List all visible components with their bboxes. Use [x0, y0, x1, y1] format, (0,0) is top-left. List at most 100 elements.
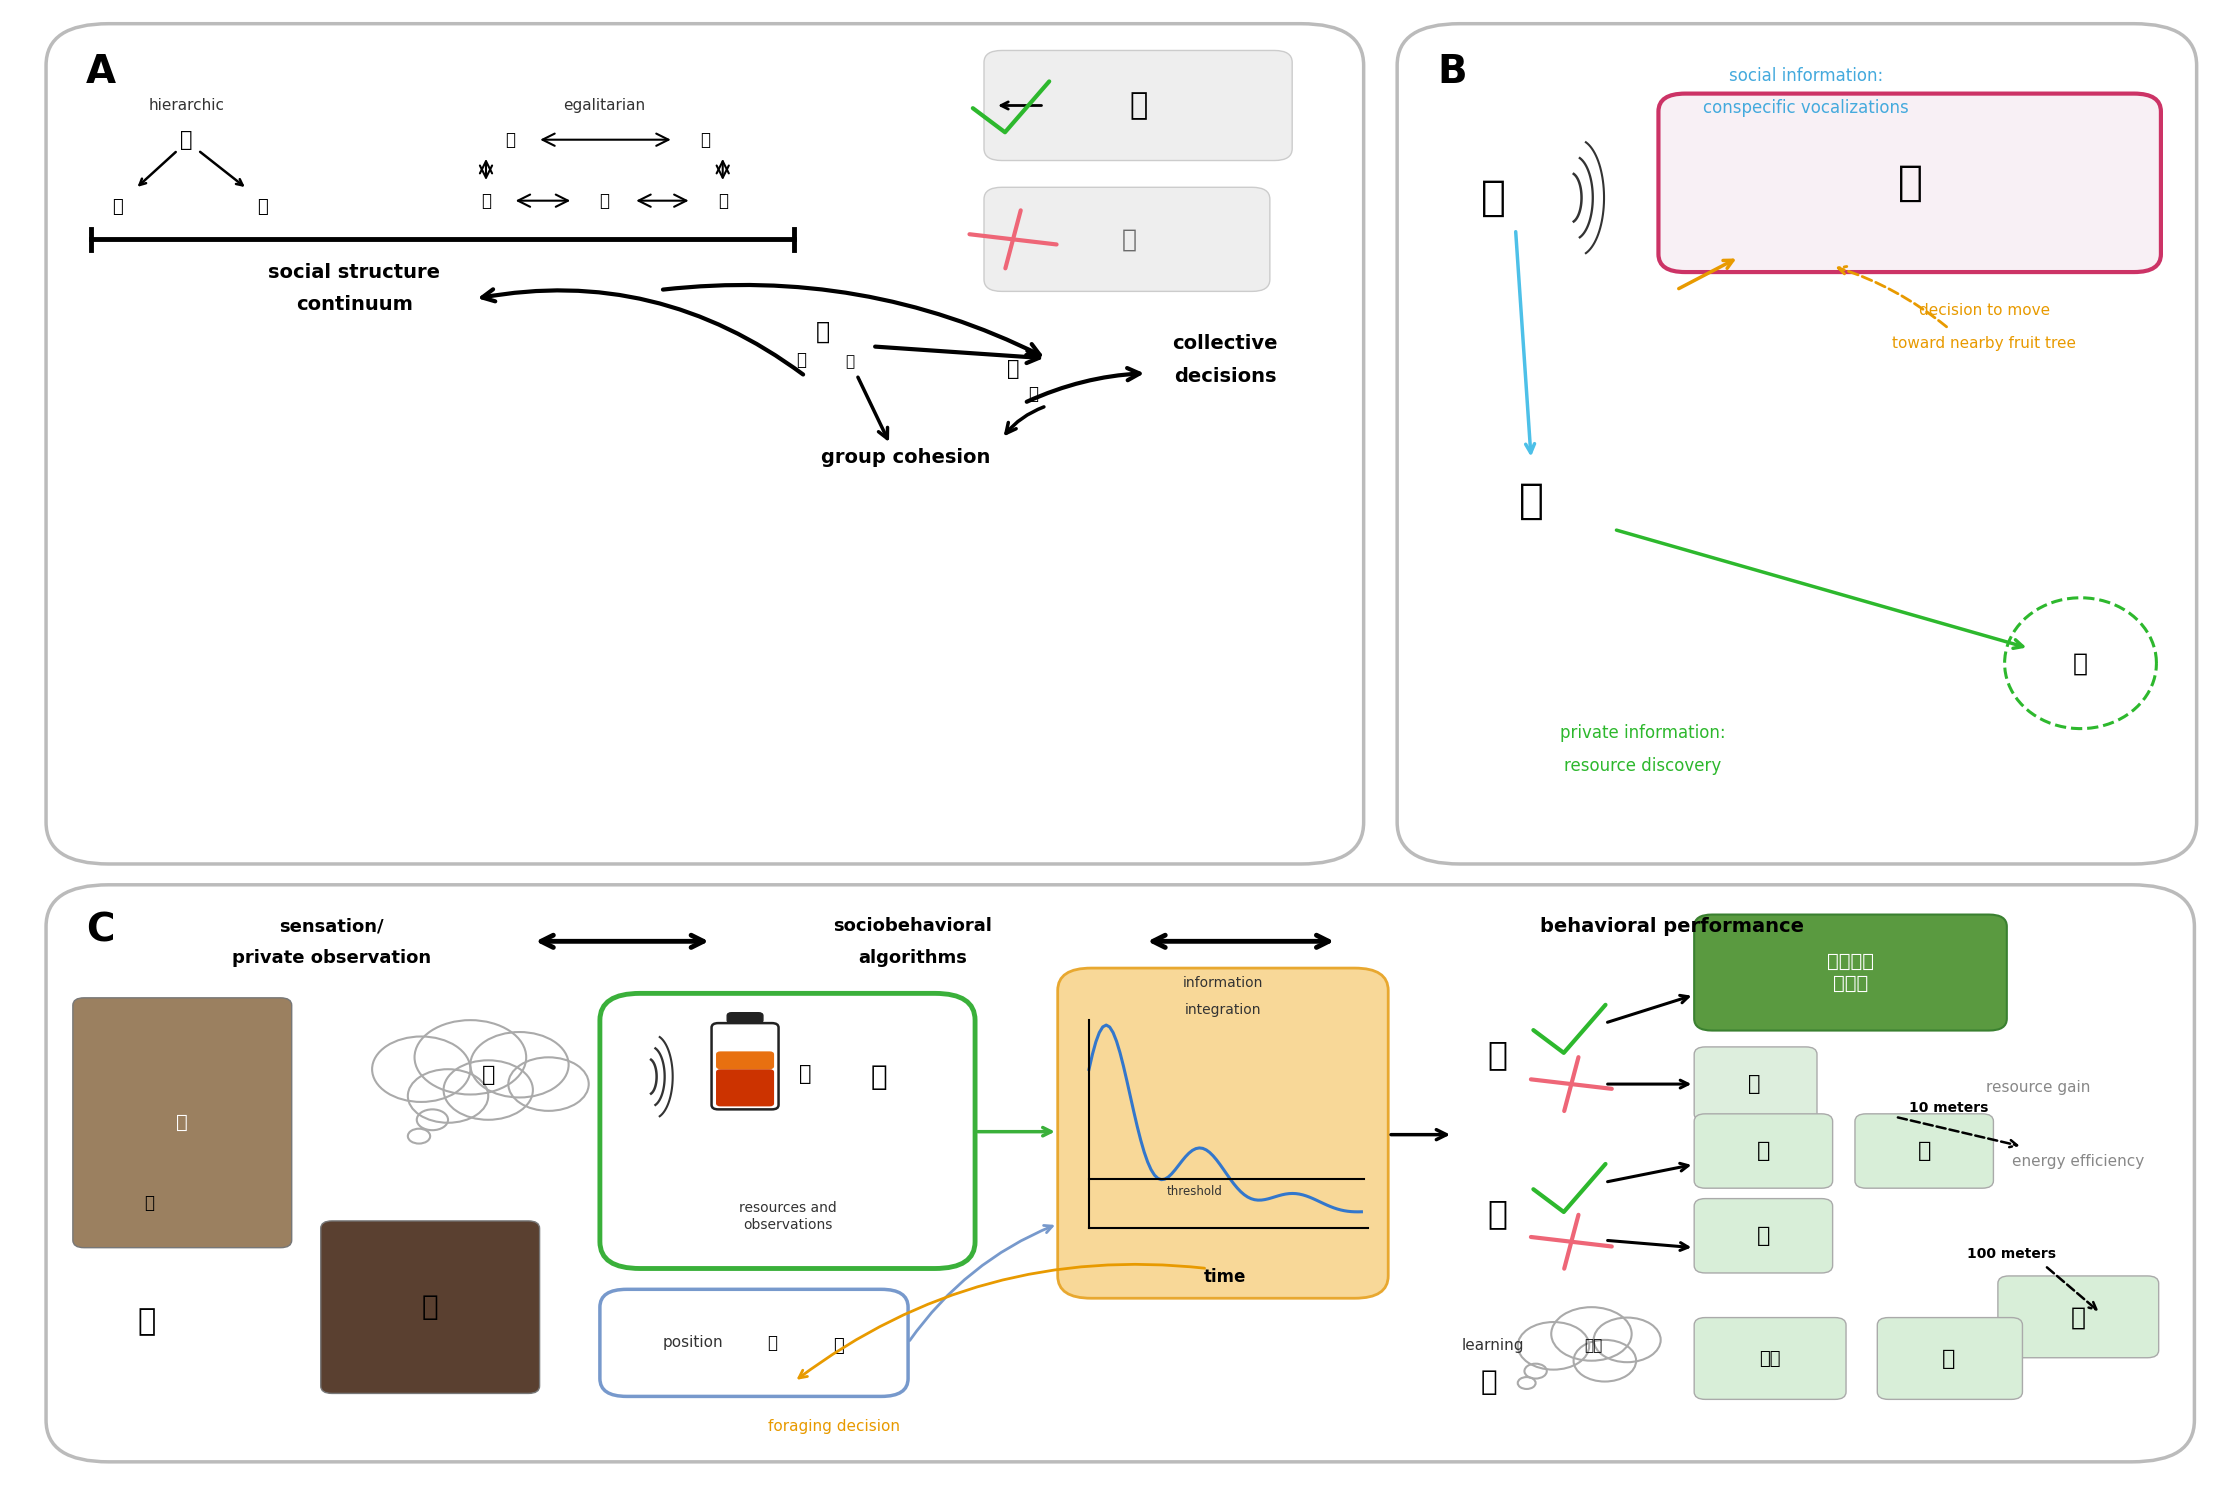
Text: learning: learning [1462, 1338, 1525, 1353]
Text: resource discovery: resource discovery [1565, 757, 1722, 775]
Text: 🐒: 🐒 [481, 192, 492, 210]
Text: private observation: private observation [233, 949, 432, 967]
Text: energy efficiency: energy efficiency [2012, 1153, 2144, 1170]
Text: 100 meters: 100 meters [1968, 1247, 2055, 1261]
Circle shape [1525, 1363, 1547, 1378]
Circle shape [1552, 1307, 1632, 1360]
FancyBboxPatch shape [1856, 1115, 1995, 1188]
Text: decision to move: decision to move [1918, 304, 2050, 319]
FancyBboxPatch shape [599, 1289, 908, 1396]
FancyBboxPatch shape [1659, 94, 2160, 273]
Text: information: information [1183, 976, 1263, 989]
FancyBboxPatch shape [74, 998, 291, 1247]
Text: 🐒: 🐒 [718, 192, 727, 210]
Text: 🌳: 🌳 [481, 1065, 494, 1085]
Text: 🌳: 🌳 [2071, 1305, 2086, 1329]
Circle shape [508, 1058, 588, 1112]
Text: behavioral performance: behavioral performance [1541, 916, 1804, 936]
FancyBboxPatch shape [1878, 1317, 2021, 1399]
Circle shape [407, 1129, 429, 1144]
Text: 🌿: 🌿 [143, 1193, 154, 1211]
Text: hierarchic: hierarchic [150, 98, 226, 113]
Text: decisions: decisions [1174, 367, 1277, 386]
FancyBboxPatch shape [1695, 1047, 1818, 1122]
Text: 10 meters: 10 meters [1910, 1101, 1988, 1115]
Text: 🐒: 🐒 [505, 131, 517, 149]
Text: 🧭: 🧭 [767, 1334, 776, 1351]
Text: 🥭🥭🥭🥭
🥭🥭🥭: 🥭🥭🥭🥭 🥭🥭🥭 [1827, 952, 1874, 992]
Text: threshold: threshold [1167, 1185, 1223, 1198]
Circle shape [443, 1061, 532, 1120]
Text: 🐒: 🐒 [599, 192, 610, 210]
Circle shape [414, 1021, 525, 1095]
Text: time: time [1203, 1268, 1245, 1286]
Text: 🗺: 🗺 [834, 1337, 845, 1354]
Text: 🐒: 🐒 [257, 198, 268, 216]
Text: resource gain: resource gain [1986, 1080, 2091, 1095]
Text: 🌳: 🌳 [1943, 1350, 1956, 1369]
Circle shape [1518, 1377, 1536, 1389]
FancyBboxPatch shape [716, 1070, 774, 1107]
Text: 🐒: 🐒 [1487, 1196, 1507, 1229]
Text: 🥭: 🥭 [1749, 1074, 1760, 1094]
FancyBboxPatch shape [1695, 1317, 1847, 1399]
Text: B: B [1438, 54, 1467, 91]
FancyBboxPatch shape [1695, 1115, 1834, 1188]
Text: 🌳: 🌳 [1757, 1141, 1771, 1161]
FancyBboxPatch shape [711, 1024, 778, 1110]
Text: 🐒: 🐒 [1480, 177, 1505, 219]
Text: A: A [87, 54, 116, 91]
Text: 🌳: 🌳 [1898, 162, 1923, 204]
Text: 🐒: 🐒 [1518, 480, 1543, 522]
Text: toward nearby fruit tree: toward nearby fruit tree [1892, 335, 2077, 352]
Text: resources and
observations: resources and observations [738, 1201, 836, 1232]
Text: 🌳: 🌳 [1918, 1141, 1932, 1161]
Text: position: position [662, 1335, 722, 1350]
Text: egalitarian: egalitarian [563, 98, 646, 113]
Text: 🐒: 🐒 [177, 1113, 188, 1132]
Text: sensation/: sensation/ [280, 918, 385, 936]
FancyBboxPatch shape [1058, 968, 1389, 1298]
Text: continuum: continuum [295, 295, 414, 314]
Text: 🌳🍎: 🌳🍎 [1760, 1350, 1780, 1368]
Circle shape [407, 1070, 487, 1123]
Text: 🐒: 🐒 [1487, 1039, 1507, 1071]
FancyBboxPatch shape [1398, 24, 2196, 864]
Text: sociobehavioral: sociobehavioral [834, 918, 993, 936]
Text: ⌛: ⌛ [870, 1062, 888, 1091]
FancyBboxPatch shape [984, 188, 1270, 292]
Text: 🐒: 🐒 [181, 130, 192, 149]
Text: 🐒: 🐒 [1029, 384, 1038, 402]
Text: 🧭: 🧭 [136, 1308, 157, 1337]
FancyBboxPatch shape [984, 51, 1292, 161]
Text: 🐒: 🐒 [112, 198, 123, 216]
FancyBboxPatch shape [599, 994, 975, 1268]
Circle shape [371, 1037, 470, 1103]
FancyBboxPatch shape [1695, 1198, 1834, 1272]
FancyBboxPatch shape [716, 1052, 774, 1070]
FancyBboxPatch shape [1695, 915, 2008, 1031]
Text: integration: integration [1185, 1003, 1261, 1016]
Text: 🥭: 🥭 [2073, 651, 2088, 675]
Circle shape [470, 1033, 568, 1098]
FancyBboxPatch shape [47, 24, 1364, 864]
Text: 🌳: 🌳 [1757, 1226, 1771, 1246]
FancyBboxPatch shape [1999, 1275, 2158, 1357]
Text: 🐒: 🐒 [796, 350, 805, 370]
Circle shape [1594, 1317, 1661, 1362]
Text: 🌳: 🌳 [1129, 91, 1147, 121]
FancyBboxPatch shape [47, 885, 2194, 1462]
FancyBboxPatch shape [320, 1220, 539, 1393]
Circle shape [1518, 1322, 1590, 1369]
Circle shape [1574, 1340, 1637, 1381]
Text: 🐒: 🐒 [816, 319, 830, 344]
Text: 🥭: 🥭 [798, 1064, 812, 1083]
Text: C: C [87, 912, 114, 949]
Text: 🌳🥭: 🌳🥭 [1585, 1338, 1603, 1353]
Text: 🐒: 🐒 [845, 353, 854, 370]
Text: social structure: social structure [268, 262, 440, 282]
Text: private information:: private information: [1561, 724, 1726, 742]
Text: conspecific vocalizations: conspecific vocalizations [1704, 100, 1910, 118]
Text: 🐒: 🐒 [423, 1293, 438, 1322]
Text: social information:: social information: [1728, 67, 1883, 85]
